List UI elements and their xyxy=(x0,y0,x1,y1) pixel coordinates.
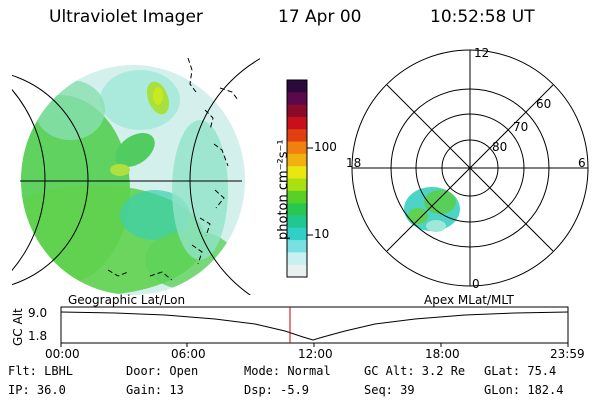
filter-readout: Flt: LBHL xyxy=(8,364,74,378)
colorbar-swatch xyxy=(287,190,307,204)
colorbar-swatch xyxy=(287,116,307,130)
mlt-label-18: 18 xyxy=(346,156,362,170)
apex-caption: Apex MLat/MLT xyxy=(424,293,514,307)
time-tick-0600: 06:00 xyxy=(171,347,206,361)
colorbar-swatch xyxy=(287,178,307,192)
colorbar-tick-100: 100 xyxy=(314,140,337,154)
time-tick-2359: 23:59 xyxy=(550,347,585,361)
aurora-disk xyxy=(21,65,245,295)
mlt-label-6: 6 xyxy=(578,156,586,170)
mode-readout: Mode: Normal xyxy=(244,364,331,378)
seq-readout: Seq: 39 xyxy=(364,383,415,397)
time-tick-1800: 18:00 xyxy=(425,347,460,361)
colorbar-swatch xyxy=(287,80,307,93)
altitude-timeline-plot xyxy=(60,306,569,347)
ip-readout: IP: 36.0 xyxy=(8,383,66,397)
time-tick-1200: 12:00 xyxy=(298,347,333,361)
mlat-label-80: 80 xyxy=(492,140,508,154)
glon-readout: GLon: 182.4 xyxy=(484,383,564,397)
colorbar-swatch xyxy=(287,215,307,229)
altitude-ytick-high: 9.0 xyxy=(28,306,48,320)
gc-alt-readout: GC Alt: 3.2 Re xyxy=(364,364,466,378)
colorbar-swatch xyxy=(287,203,307,216)
colorbar-swatch xyxy=(287,240,307,253)
time-label: 10:52:58 UT xyxy=(430,7,535,27)
geographic-caption: Geographic Lat/Lon xyxy=(68,293,186,307)
colorbar-swatch xyxy=(287,104,307,118)
geographic-image-panel xyxy=(12,57,260,295)
altitude-ytick-low: 1.8 xyxy=(28,329,48,343)
colorbar-swatch xyxy=(287,264,307,278)
colorbar-swatch xyxy=(287,227,307,241)
colorbar xyxy=(286,79,313,278)
time-tick-0000: 00:00 xyxy=(45,347,80,361)
colorbar-swatch xyxy=(287,141,307,155)
mlat-label-60: 60 xyxy=(536,97,552,111)
colorbar-swatch xyxy=(287,92,307,106)
gain-readout: Gain: 13 xyxy=(126,383,184,397)
instrument-title: Ultraviolet Imager xyxy=(49,7,203,27)
door-readout: Door: Open xyxy=(126,364,199,378)
colorbar-units-label: photon cm⁻²s⁻¹ xyxy=(276,139,291,240)
mlt-label-12: 12 xyxy=(474,46,490,60)
colorbar-swatch xyxy=(287,252,307,266)
colorbar-swatch xyxy=(287,166,307,179)
altitude-curve xyxy=(60,311,569,341)
colorbar-tick-10: 10 xyxy=(314,227,330,241)
altitude-ylabel: GC Alt xyxy=(11,308,25,346)
date-label: 17 Apr 00 xyxy=(278,7,362,27)
colorbar-swatch xyxy=(287,129,307,143)
mlat-label-70: 70 xyxy=(513,120,529,134)
mlt-label-0: 0 xyxy=(472,277,480,291)
dsp-readout: Dsp: -5.9 xyxy=(244,383,310,397)
glat-readout: GLat: 75.4 xyxy=(484,364,557,378)
colorbar-swatch xyxy=(287,153,307,167)
apex-polar-panel xyxy=(351,49,589,287)
